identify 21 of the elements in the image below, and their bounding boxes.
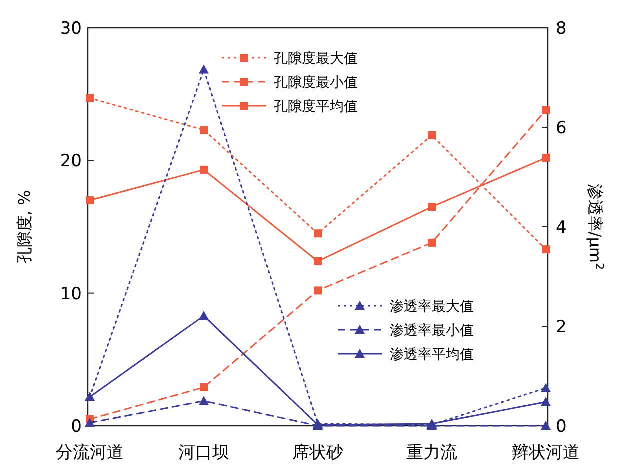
legend-label: 孔隙度平均值 — [274, 99, 358, 115]
legend-label: 渗透率最大值 — [390, 299, 474, 315]
x-tick-label: 席状砂 — [292, 443, 344, 463]
legend-label: 渗透率平均值 — [390, 347, 474, 363]
y2-tick-label: 0 — [556, 417, 567, 437]
x-tick-label: 分流河道 — [56, 443, 124, 463]
y-axis-title: 孔隙度, % — [15, 190, 34, 264]
x-tick-label: 河口坝 — [178, 443, 230, 463]
y2-tick-label: 8 — [556, 19, 567, 39]
legend-label: 渗透率最小值 — [390, 323, 474, 339]
y-tick-label: 0 — [71, 417, 82, 437]
x-tick-label: 重力流 — [406, 443, 458, 463]
y-tick-label: 20 — [60, 152, 82, 172]
y-tick-label: 10 — [60, 284, 82, 304]
legend-label: 孔隙度最小值 — [274, 75, 358, 91]
legend-label: 孔隙度最大值 — [274, 51, 358, 67]
y-tick-label: 30 — [60, 19, 82, 39]
y2-tick-label: 6 — [556, 118, 567, 138]
y2-tick-label: 4 — [556, 218, 567, 238]
x-tick-label: 辫状河道 — [512, 443, 580, 463]
y2-tick-label: 2 — [556, 318, 567, 338]
